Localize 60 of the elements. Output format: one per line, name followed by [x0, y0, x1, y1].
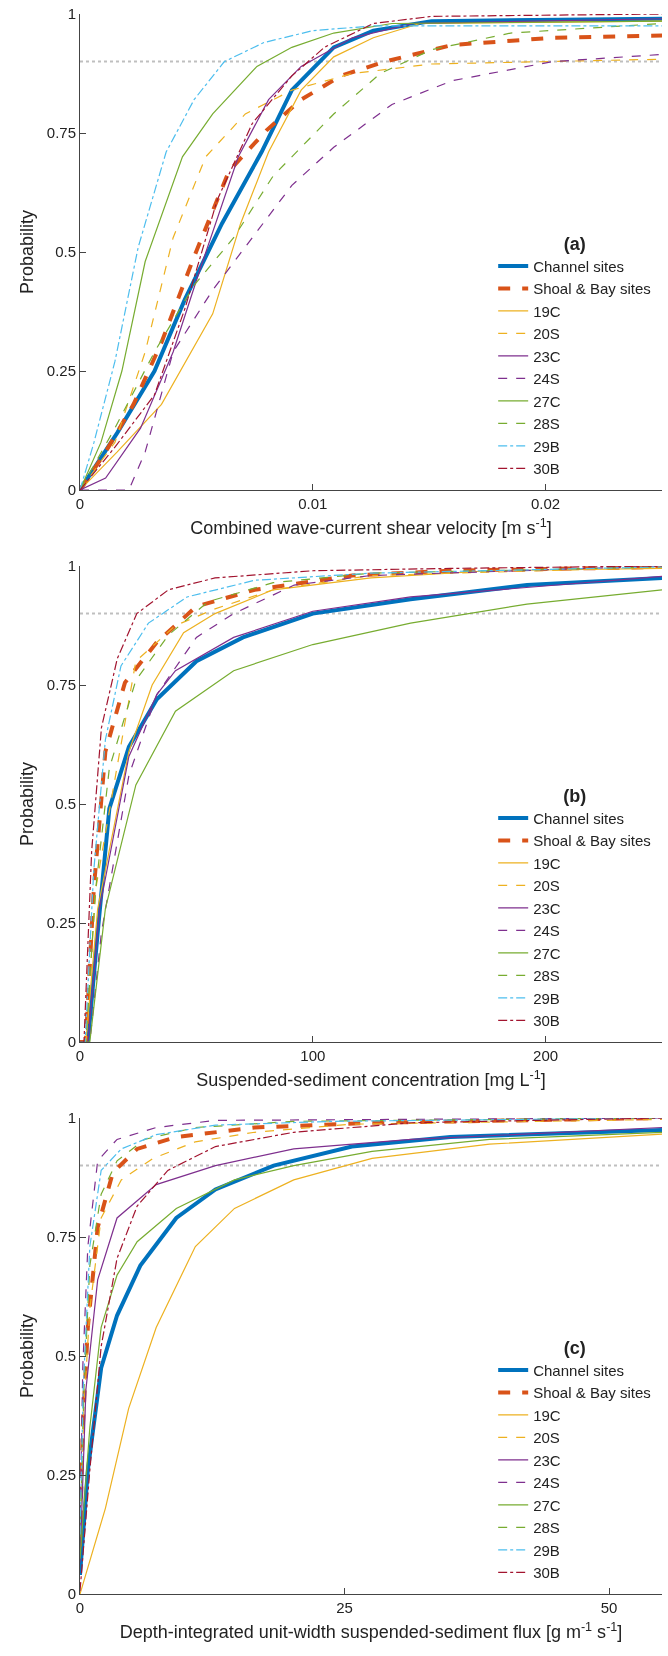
- x-axis-title: Suspended-sediment concentration [mg L$^{-1}$]: [196, 1067, 546, 1091]
- legend-title: (c): [563, 1337, 586, 1358]
- legend-label: 20S: [533, 1429, 560, 1447]
- y-tick-label: 0.25: [46, 914, 76, 932]
- legend-label: 23C: [533, 899, 561, 917]
- legend-label: 19C: [533, 854, 561, 872]
- legend-label: 29B: [533, 437, 560, 455]
- legend-label: Channel sites: [533, 257, 625, 275]
- legend-label: Channel sites: [533, 1361, 625, 1379]
- y-tick-label: 0.5: [55, 1347, 76, 1365]
- y-axis-title: Probability: [17, 1313, 37, 1399]
- legend-label: 23C: [533, 1451, 561, 1469]
- legend-label: 24S: [533, 1474, 560, 1492]
- legend-label: 28S: [533, 1519, 560, 1537]
- legend-label: 19C: [533, 1406, 561, 1424]
- legend-label: 24S: [533, 922, 560, 940]
- y-axis-title: Probability: [17, 761, 37, 847]
- legend-label: 28S: [533, 967, 560, 985]
- legend-label: 20S: [533, 877, 560, 895]
- y-axis-title: Probability: [17, 209, 37, 295]
- x-tick-label: 0.02: [531, 495, 561, 512]
- y-tick-label: 1: [67, 557, 76, 575]
- legend-label: 19C: [533, 302, 561, 320]
- legend-label: Channel sites: [533, 809, 625, 827]
- legend-label: 20S: [533, 325, 560, 343]
- x-tick-label: 100: [300, 1047, 326, 1064]
- legend-title: (b): [563, 785, 587, 806]
- y-tick-label: 0.75: [46, 124, 76, 142]
- x-tick-label: 0.01: [298, 495, 328, 512]
- y-tick-label: 0.75: [46, 676, 76, 694]
- legend-label: Shoal & Bay sites: [533, 1384, 651, 1402]
- x-tick-label: 25: [336, 1599, 353, 1616]
- y-tick-label: 0.5: [55, 795, 76, 813]
- legend-label: 27C: [533, 392, 561, 410]
- legend-label: 23C: [533, 347, 561, 365]
- y-tick-label: 0.25: [46, 362, 76, 380]
- x-tick-label: 200: [533, 1047, 559, 1064]
- legend-label: 29B: [533, 1541, 560, 1559]
- x-axis-title: Depth-integrated unit-width suspended-sediment flux [g m$^{-1}$ s$^{-1}$]: [119, 1619, 623, 1643]
- y-tick-label: 0: [67, 1033, 76, 1051]
- legend-label: 29B: [533, 989, 560, 1007]
- legend-label: Shoal & Bay sites: [533, 832, 651, 850]
- y-tick-label: 1: [67, 5, 76, 23]
- y-tick-label: 0.75: [46, 1228, 76, 1246]
- legend-label: 27C: [533, 1496, 561, 1514]
- legend-label: Shoal & Bay sites: [533, 280, 651, 298]
- y-tick-label: 0.5: [55, 243, 76, 261]
- legend-label: 27C: [533, 944, 561, 962]
- legend-label: 28S: [533, 415, 560, 433]
- x-axis-title: Combined wave-current shear velocity [m s$^{-1}$]: [190, 515, 552, 539]
- y-tick-label: 0.25: [46, 1466, 76, 1484]
- legend-label: 30B: [533, 460, 560, 478]
- legend-label: 30B: [533, 1012, 560, 1030]
- legend-title: (a): [563, 233, 586, 254]
- y-tick-label: 0: [67, 481, 76, 499]
- y-tick-label: 1: [67, 1109, 76, 1127]
- legend-label: 30B: [533, 1564, 560, 1582]
- x-tick-label: 50: [600, 1599, 618, 1616]
- legend-label: 24S: [533, 370, 560, 388]
- y-tick-label: 0: [67, 1585, 76, 1603]
